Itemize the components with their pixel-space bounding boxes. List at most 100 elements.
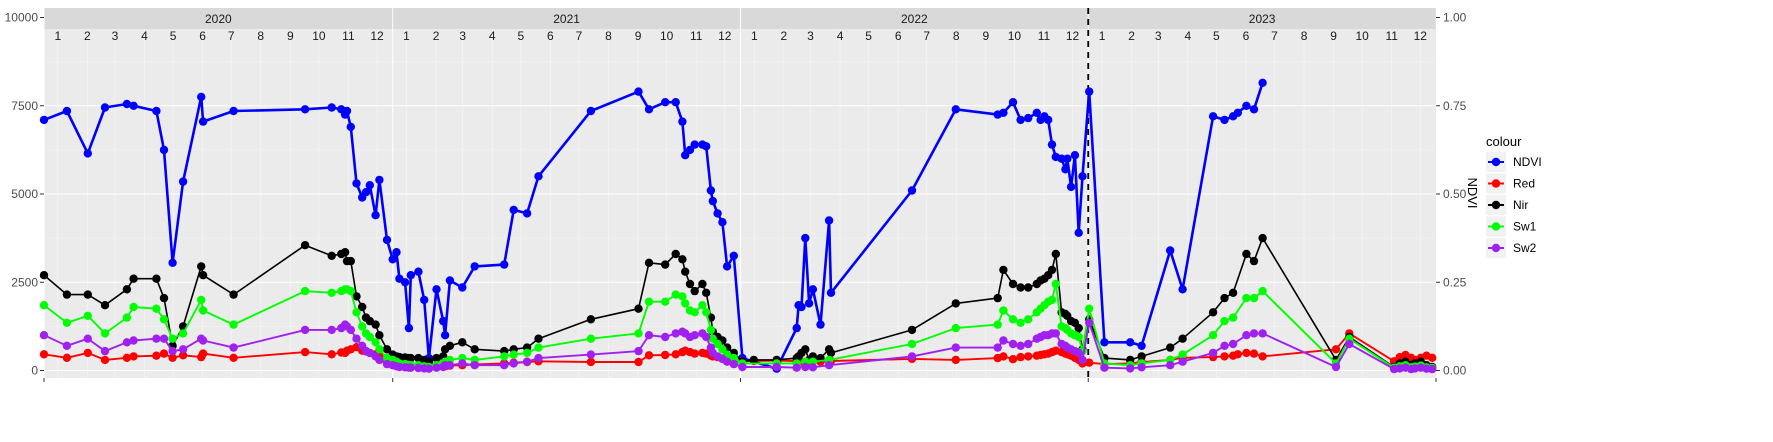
data-point-red [129, 352, 138, 361]
data-point-nir [801, 345, 810, 354]
data-point-sw2 [661, 332, 670, 342]
data-point-ndvi [229, 106, 238, 116]
month-label: 4 [1184, 29, 1191, 43]
y-right-tick-label: 1.00 [1443, 11, 1467, 25]
month-label: 10 [312, 29, 326, 43]
data-point-red [1023, 352, 1033, 361]
month-label: 5 [865, 29, 872, 43]
data-point-sw2 [1166, 361, 1175, 370]
data-point-ndvi [1242, 101, 1251, 111]
data-point-nir [300, 241, 310, 250]
data-point-red [671, 350, 680, 359]
data-point-nir [358, 302, 367, 312]
data-point-sw1 [1228, 313, 1238, 322]
data-point-sw1 [500, 352, 509, 361]
data-point-sw2 [178, 345, 188, 354]
year-strip-bg [44, 8, 393, 29]
data-point-ndvi [100, 103, 110, 112]
data-point-sw1 [1023, 315, 1033, 324]
data-point-nir [951, 299, 960, 308]
data-point-ndvi [388, 255, 397, 264]
data-point-ndvi [420, 295, 429, 305]
data-point-sw2 [824, 361, 834, 370]
data-point-nir [534, 334, 543, 343]
month-label: 2 [433, 29, 440, 43]
data-point-ndvi [509, 205, 518, 215]
data-point-nir [586, 315, 596, 324]
data-point-red [1428, 353, 1437, 362]
data-point-sw1 [634, 329, 643, 338]
month-label: 7 [228, 29, 235, 43]
data-point-ndvi [414, 267, 423, 276]
data-point-sw1 [178, 329, 188, 338]
y-left-tick-label: 5000 [11, 187, 38, 201]
y-left-tick-label: 7500 [11, 99, 38, 113]
month-label: 12 [1066, 29, 1080, 43]
data-point-ndvi [722, 262, 732, 271]
data-point-red [300, 347, 310, 357]
data-point-ndvi [500, 260, 509, 269]
data-point-red [951, 355, 960, 365]
month-label: 7 [1271, 29, 1278, 43]
data-point-ndvi [1137, 341, 1146, 350]
data-point-ndvi [1047, 140, 1057, 149]
data-point-sw1 [661, 297, 670, 306]
data-point-sw1 [375, 345, 384, 354]
data-point-ndvi [83, 149, 93, 158]
data-point-nir [39, 271, 49, 280]
data-point-ndvi [678, 117, 687, 126]
data-point-ndvi [404, 323, 414, 333]
data-point-ndvi [671, 98, 680, 107]
legend-key-point [1491, 200, 1501, 210]
legend-label: NDVI [1513, 155, 1542, 169]
data-point-red [122, 353, 132, 362]
year-strips: 2020 2021 2022 2023 [44, 8, 1436, 29]
data-point-ndvi [1070, 151, 1080, 160]
data-point-ndvi [129, 101, 138, 111]
data-point-sw2 [671, 329, 680, 338]
data-point-nir [382, 345, 392, 354]
data-point-ndvi [159, 145, 169, 155]
data-point-nir [458, 338, 467, 347]
data-point-red [100, 355, 110, 365]
year-strip-bg [393, 8, 740, 29]
data-point-nir [1008, 279, 1018, 289]
y-axis-right-title: NDVI [1465, 177, 1480, 208]
year-strip-bg [1088, 8, 1436, 29]
data-point-ndvi [824, 216, 834, 225]
data-point-ndvi [1100, 338, 1109, 347]
data-point-red [152, 351, 161, 360]
year-strip-label: 2023 [1249, 12, 1276, 26]
month-label: 1 [1099, 29, 1106, 43]
data-point-ndvi [178, 177, 188, 186]
data-point-sw1 [62, 318, 72, 327]
month-label: 10 [1355, 29, 1369, 43]
data-point-ndvi [1233, 108, 1243, 118]
data-point-sw2 [198, 336, 208, 345]
month-label: 3 [1155, 29, 1162, 43]
data-point-ndvi [361, 188, 371, 197]
data-point-sw1 [534, 343, 543, 352]
data-point-sw2 [772, 362, 781, 372]
data-point-sw1 [83, 311, 93, 320]
data-point-nir [470, 345, 479, 354]
data-point-ndvi [62, 106, 72, 116]
data-point-sw2 [39, 331, 49, 340]
data-point-sw2 [1078, 355, 1087, 365]
data-point-sw2 [534, 353, 543, 363]
data-point-sw2 [1137, 363, 1146, 372]
data-point-ndvi [445, 276, 455, 285]
month-label: 5 [518, 29, 525, 43]
data-point-ndvi [826, 288, 836, 297]
data-point-nir [375, 331, 384, 340]
data-point-sw2 [907, 352, 917, 361]
data-point-sw1 [1178, 350, 1187, 359]
month-label: 11 [342, 29, 355, 43]
data-point-ndvi [661, 98, 670, 107]
data-point-sw1 [371, 338, 380, 347]
month-label: 7 [923, 29, 930, 43]
data-point-sw1 [729, 353, 738, 363]
data-point-nir [907, 325, 917, 335]
data-point-ndvi [797, 302, 806, 312]
data-point-sw1 [1047, 295, 1057, 305]
